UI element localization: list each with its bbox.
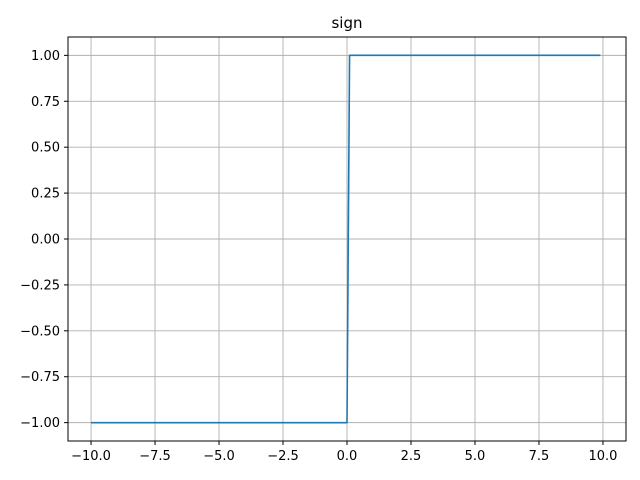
x-tick-label: 5.0 [465, 449, 486, 464]
x-tick-label: −5.0 [203, 449, 235, 464]
y-tick-label: −1.00 [20, 416, 60, 431]
x-tick-label: −2.5 [267, 449, 299, 464]
y-tick-label: 0.75 [31, 95, 60, 110]
y-tick-label: 0.25 [31, 187, 60, 202]
y-tick-label: 0.00 [31, 233, 60, 248]
y-tick-label: −0.50 [20, 324, 60, 339]
x-tick-label: 0.0 [337, 449, 358, 464]
y-axis-ticks: −1.00 −0.75 −0.50 −0.25 0.00 0.25 0.50 0.75 1.00 [20, 49, 68, 431]
grid-lines [68, 37, 626, 441]
x-tick-label: −7.5 [139, 449, 171, 464]
y-tick-label: 1.00 [31, 49, 60, 64]
chart-title: sign [331, 14, 362, 32]
x-axis-ticks: −10.0 −7.5 −5.0 −2.5 0.0 2.5 5.0 7.5 10.0 [71, 441, 617, 464]
series-layer [91, 54, 601, 424]
y-tick-label: 0.50 [31, 141, 60, 156]
series-line [91, 54, 601, 424]
x-tick-label: 2.5 [401, 449, 422, 464]
x-tick-label: −10.0 [71, 449, 111, 464]
y-tick-label: −0.25 [20, 278, 60, 293]
x-tick-label: 7.5 [529, 449, 550, 464]
x-tick-label: 10.0 [588, 449, 617, 464]
y-tick-label: −0.75 [20, 370, 60, 385]
